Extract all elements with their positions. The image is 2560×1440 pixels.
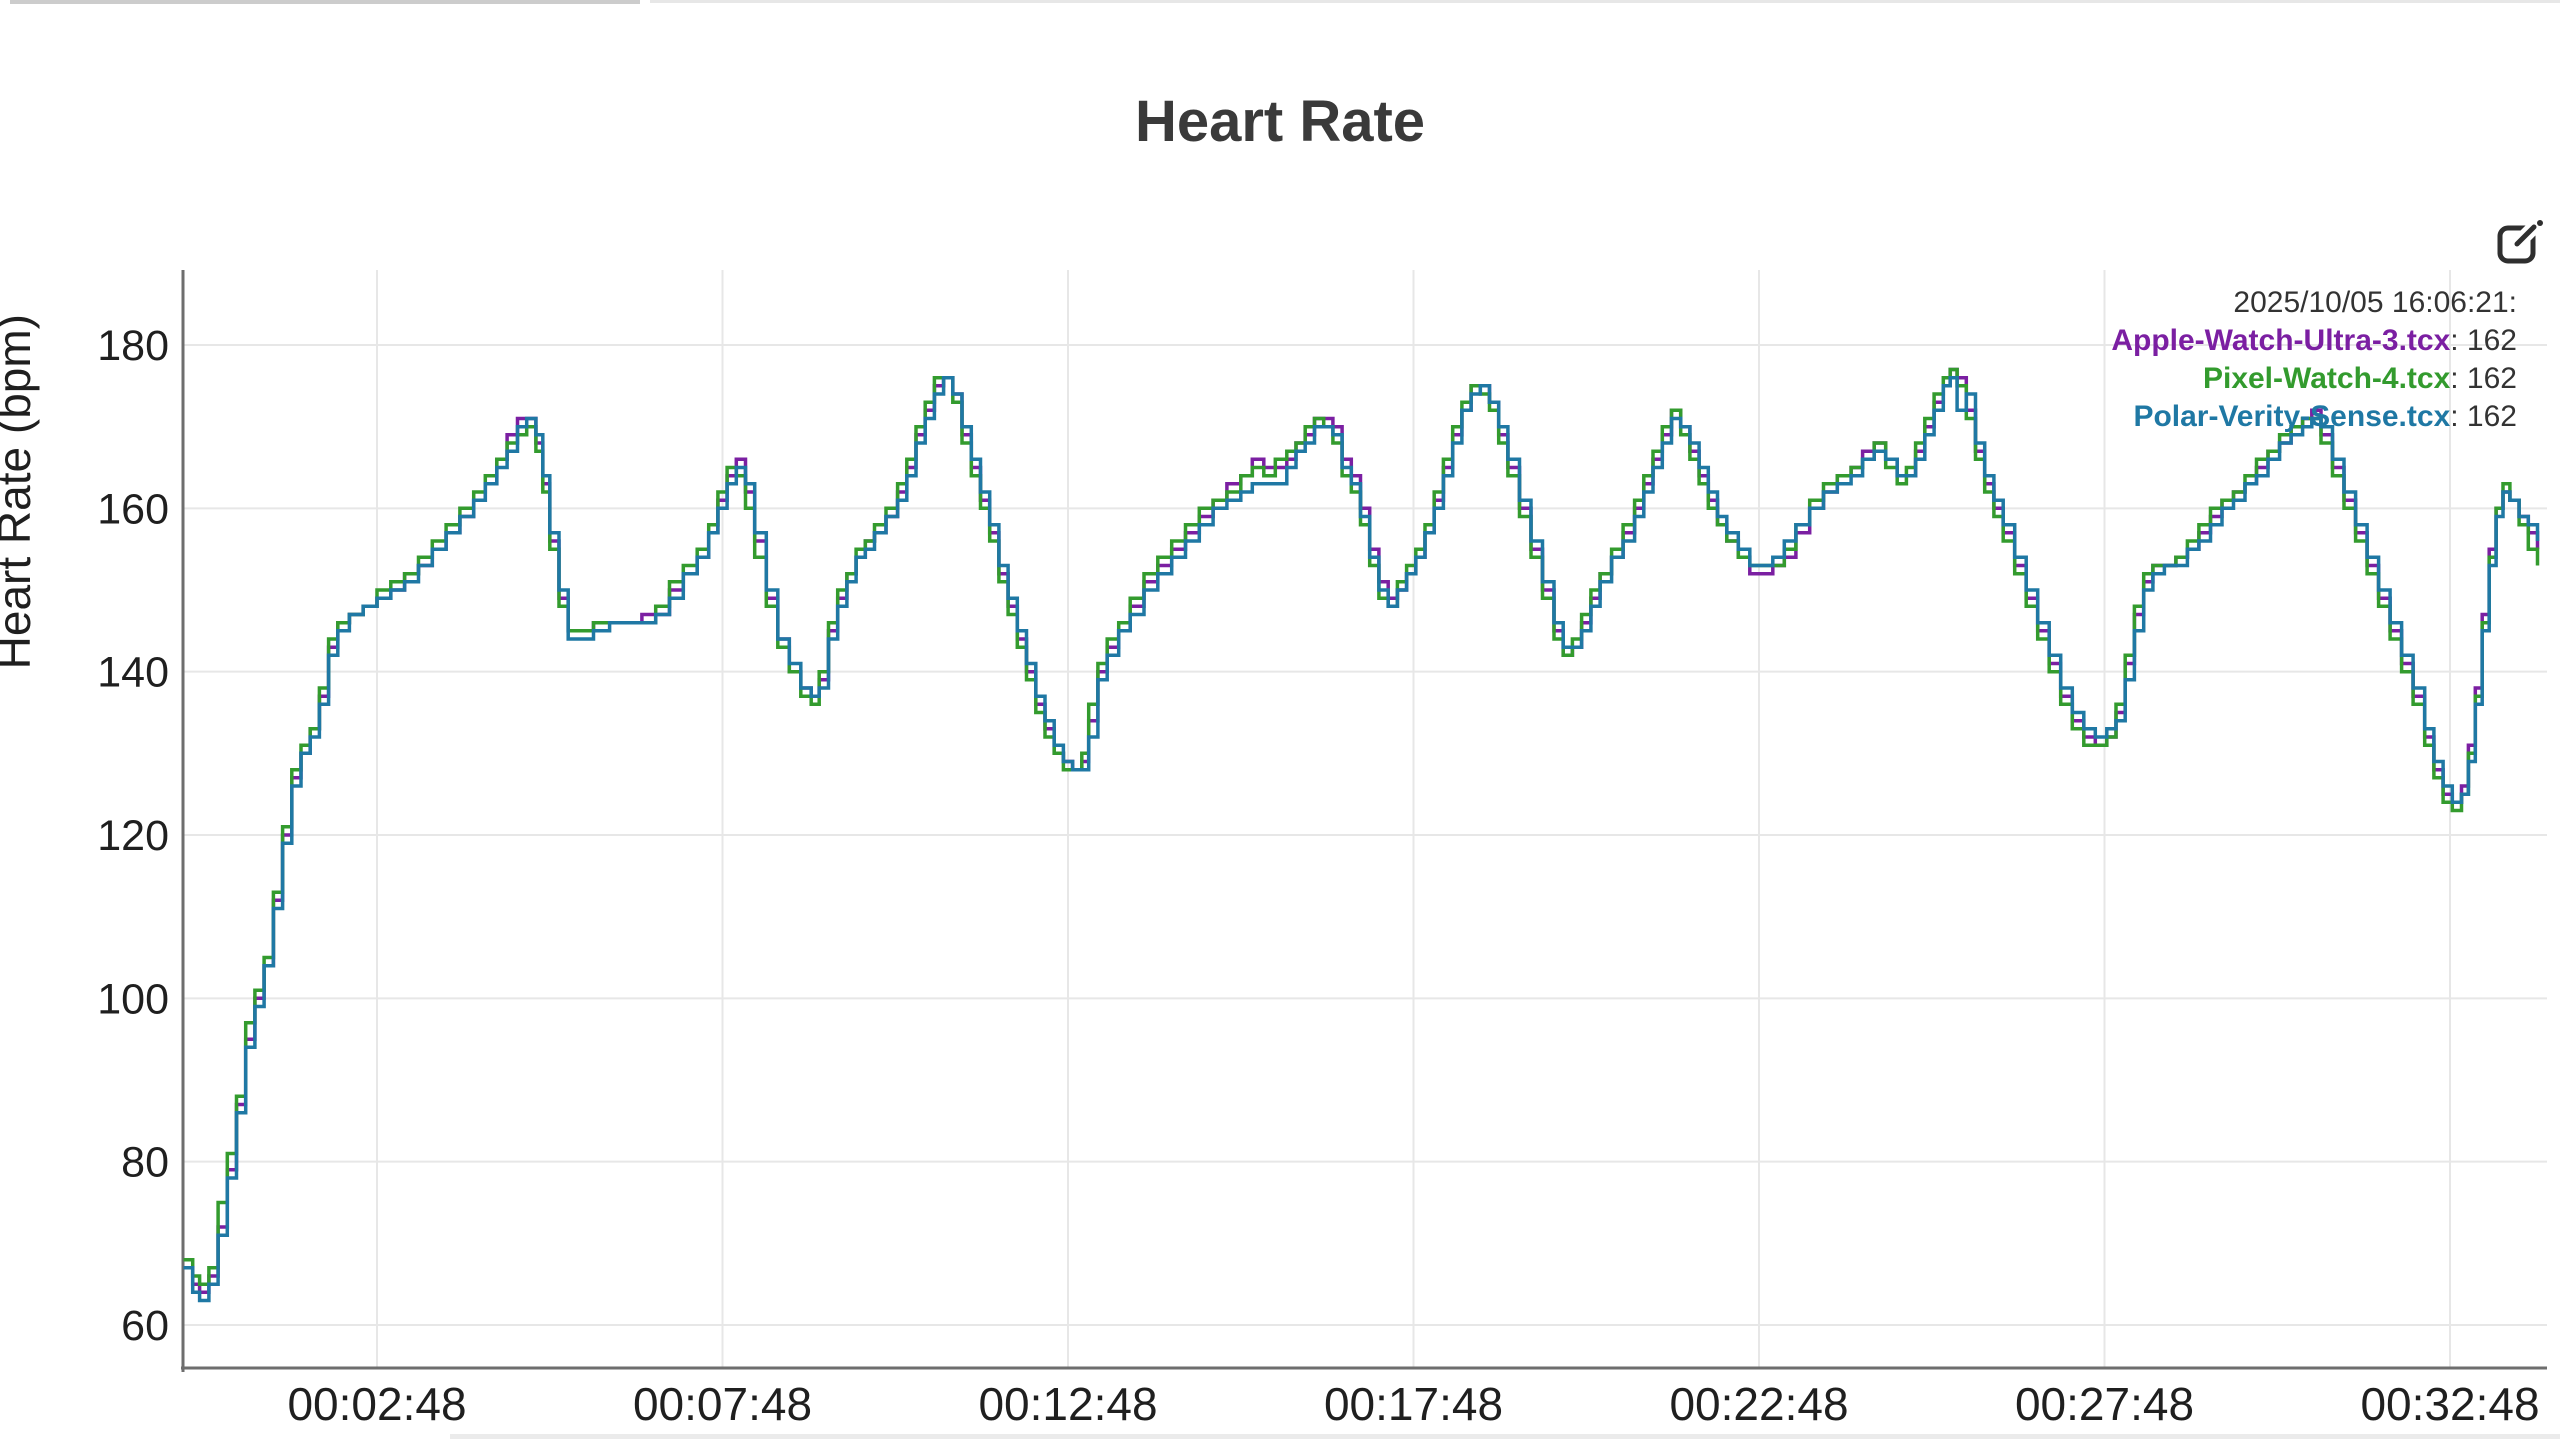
legend-series-name: Pixel-Watch-4.tcx [2202, 362, 2451, 395]
bottom-edge-artifact [450, 1434, 2560, 1439]
x-tick-label: 00:12:48 [978, 1378, 1157, 1430]
legend-series-value: : 162 [2450, 362, 2517, 395]
y-tick-label: 100 [97, 975, 169, 1023]
y-tick-label: 140 [97, 649, 169, 697]
y-tick-label: 160 [97, 485, 169, 533]
edit-icon[interactable] [2496, 218, 2544, 266]
legend-series-name: Polar-Verity-Sense.tcx [2133, 400, 2451, 433]
y-tick-label: 80 [121, 1139, 169, 1187]
legend-series-value: : 162 [2450, 324, 2517, 357]
legend-series-name: Apple-Watch-Ultra-3.tcx [2111, 324, 2451, 357]
top-edge-artifact-light [650, 0, 2560, 3]
top-edge-artifact-dark [10, 0, 640, 4]
x-tick-label: 00:02:48 [287, 1378, 466, 1430]
legend-row: Polar-Verity-Sense.tcx: 162 [2111, 398, 2517, 436]
x-tick-label: 00:07:48 [633, 1378, 812, 1430]
hover-timestamp: 2025/10/05 16:06:21: [2233, 286, 2517, 319]
y-tick-label: 120 [97, 812, 169, 860]
y-tick-label: 180 [97, 322, 169, 370]
legend-row: Pixel-Watch-4.tcx: 162 [2111, 360, 2517, 398]
hover-legend: 2025/10/05 16:06:21: Apple-Watch-Ultra-3… [2111, 284, 2517, 436]
legend-row: Apple-Watch-Ultra-3.tcx: 162 [2111, 322, 2517, 360]
x-tick-label: 00:32:48 [2360, 1378, 2539, 1430]
x-tick-label: 00:22:48 [1669, 1378, 1848, 1430]
x-tick-label: 00:27:48 [2015, 1378, 2194, 1430]
chart-title: Heart Rate [1134, 89, 1426, 154]
x-tick-label: 00:17:48 [1324, 1378, 1503, 1430]
legend-series-value: : 162 [2450, 400, 2517, 433]
y-tick-label: 60 [121, 1302, 169, 1350]
series-line-Polar-Verity-Sense.tcx [183, 375, 2540, 1303]
